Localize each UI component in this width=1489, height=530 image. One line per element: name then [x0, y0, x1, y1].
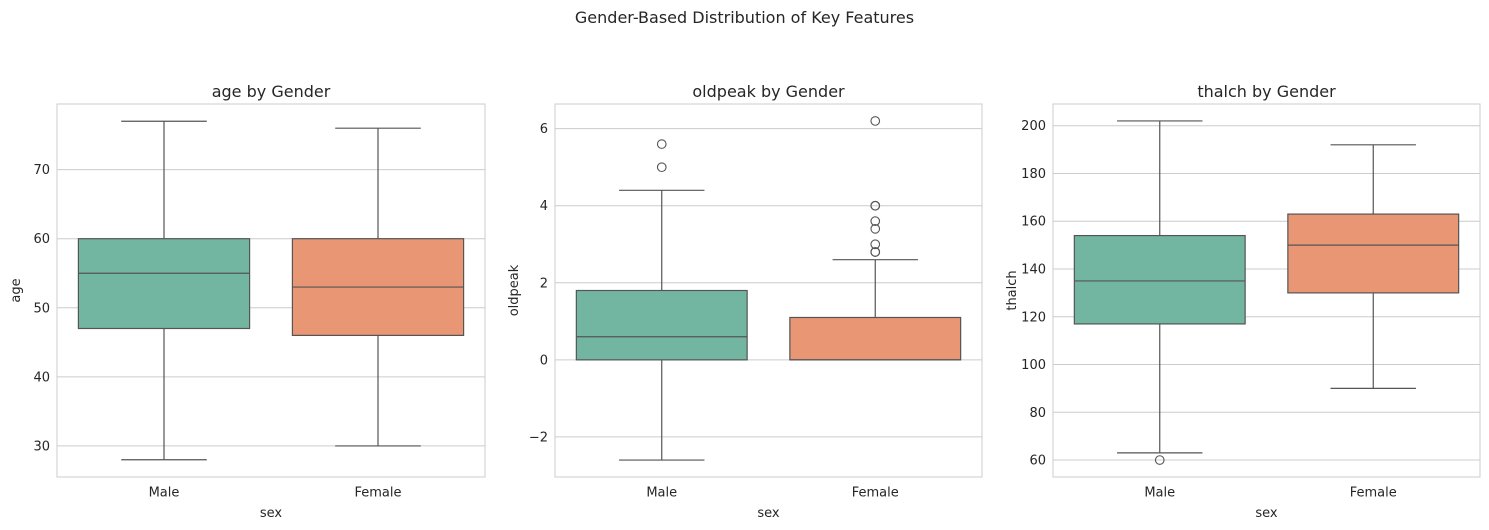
panel-title: thalch by Gender — [1197, 82, 1336, 101]
x-tick-label: Female — [1350, 486, 1397, 501]
y-tick-label: 4 — [540, 199, 548, 214]
figure-suptitle: Gender-Based Distribution of Key Feature… — [574, 8, 915, 27]
box-iqr — [1073, 234, 1246, 325]
x-tick-label: Male — [149, 486, 180, 501]
y-axis-label: age — [9, 278, 24, 302]
box-male — [575, 139, 748, 461]
box-male — [1073, 120, 1246, 465]
outlier-point — [656, 139, 667, 149]
panel-title: age by Gender — [212, 82, 331, 101]
y-tick-label: 30 — [33, 439, 50, 454]
x-tick-label: Female — [354, 486, 401, 501]
box-iqr — [1287, 213, 1460, 294]
box-female — [789, 116, 962, 361]
y-tick-label: 50 — [33, 301, 50, 316]
y-tick-label: −2 — [529, 430, 548, 445]
y-tick-label: 2 — [540, 276, 548, 291]
y-tick-label: 70 — [33, 163, 50, 178]
y-tick-label: 160 — [1021, 215, 1046, 230]
axes-frame — [56, 103, 486, 478]
x-tick-label: Male — [646, 486, 677, 501]
x-axis-label: sex — [1255, 506, 1278, 521]
y-tick-label: 120 — [1021, 310, 1046, 325]
y-tick-label: 140 — [1021, 263, 1046, 278]
axes-frame — [554, 103, 983, 478]
y-tick-label: 100 — [1021, 358, 1046, 373]
y-tick-label: 200 — [1021, 119, 1046, 134]
panel-2: −2 0 2 4 6 Male Female oldpeak by Gender sex oldp… — [507, 82, 983, 521]
box-iqr — [77, 238, 251, 330]
y-tick-label: 0 — [540, 353, 548, 368]
y-tick-label: 40 — [33, 370, 50, 385]
x-tick-label: Male — [1144, 486, 1175, 501]
outlier-point — [870, 247, 881, 257]
panel-3: 60 80 100 120 140 160 180 200 Male Female thalch b… — [1005, 82, 1481, 521]
box-female — [1287, 144, 1460, 390]
outlier-point — [1154, 455, 1165, 465]
panel-title: oldpeak by Gender — [692, 82, 845, 101]
y-tick-label: 60 — [1029, 454, 1046, 469]
panel-1: 30 40 50 60 70 Male Female age by Gender sex age — [9, 82, 486, 521]
y-tick-label: 180 — [1021, 167, 1046, 182]
y-tick-label: 80 — [1029, 406, 1046, 421]
x-axis-label: sex — [757, 506, 780, 521]
outlier-point — [870, 223, 881, 234]
outlier-point — [870, 200, 881, 211]
outlier-point — [870, 216, 881, 226]
box-iqr — [789, 316, 962, 361]
outlier-point — [656, 162, 667, 173]
y-axis-label: oldpeak — [507, 264, 522, 316]
y-tick-label: 60 — [33, 232, 50, 247]
outlier-point — [870, 116, 881, 126]
box-male — [77, 120, 251, 461]
y-tick-label: 6 — [540, 122, 548, 137]
y-axis-label: thalch — [1005, 270, 1020, 310]
x-tick-label: Female — [852, 486, 899, 501]
axes-frame — [1052, 103, 1481, 478]
box-iqr — [575, 289, 748, 361]
x-axis-label: sex — [260, 506, 283, 521]
box-female — [291, 127, 465, 447]
outlier-point — [870, 239, 881, 250]
